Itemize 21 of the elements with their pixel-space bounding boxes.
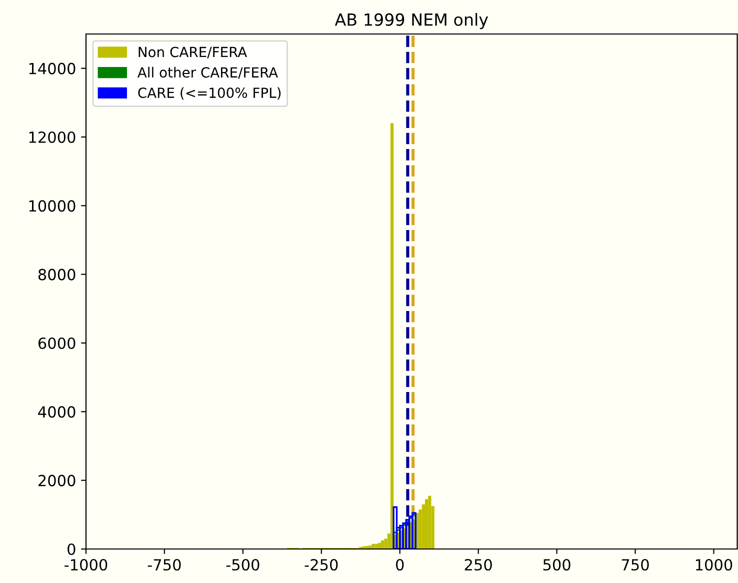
x-tick-label: -500 — [226, 558, 260, 571]
x-tick-label: -250 — [304, 558, 338, 571]
x-tick-label: 250 — [464, 558, 492, 571]
x-tick-label: 750 — [622, 558, 649, 571]
y-tick-label: 2000 — [38, 474, 76, 486]
y-tick-label: 8000 — [38, 268, 76, 280]
y-tick-label: 6000 — [38, 337, 76, 350]
x-tick-label: -750 — [148, 558, 181, 571]
chart-title: AB 1999 NEM only — [334, 13, 488, 30]
legend-label: Non CARE/FERA — [138, 46, 248, 58]
y-tick-label: 10000 — [29, 200, 76, 212]
legend-label: All other CARE/FERA — [137, 66, 278, 79]
y-tick-label: 4000 — [38, 406, 76, 418]
x-tick-label: -1000 — [64, 558, 108, 571]
x-tick-label: 0 — [396, 558, 404, 571]
legend-label: CARE (<=100% FPL) — [138, 87, 281, 100]
x-tick-label: 1000 — [696, 558, 732, 571]
x-tick-label: 500 — [543, 558, 570, 571]
y-tick-label: 14000 — [29, 62, 76, 74]
y-tick-label: 0 — [68, 543, 76, 556]
y-tick-label: 12000 — [29, 131, 76, 144]
